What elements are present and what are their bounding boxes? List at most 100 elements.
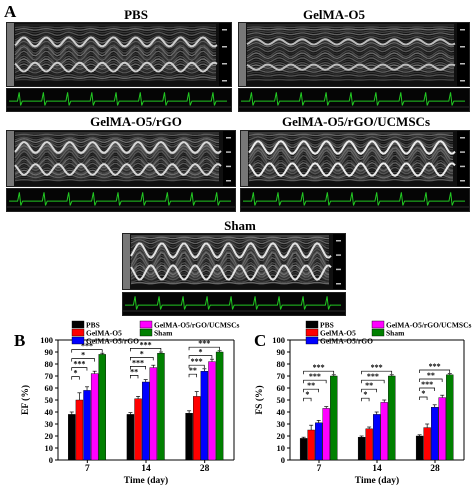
- mmode-band: [246, 30, 455, 34]
- bar-gelma-o5: [423, 427, 431, 461]
- y-tick-label: 80: [45, 359, 54, 369]
- mmode-band: [248, 178, 453, 182]
- mmode-band: [246, 64, 455, 70]
- y-tick-label: 100: [272, 335, 285, 345]
- mmode-wall-line: [14, 61, 218, 73]
- bar-pbs: [415, 435, 424, 461]
- y-tick-label: 70: [45, 371, 54, 381]
- bar-sham: [98, 354, 106, 461]
- mmode-band: [14, 152, 220, 166]
- bar-sham: [330, 375, 338, 461]
- y-tick-label: 10: [277, 443, 286, 453]
- x-axis-label: Time (day): [124, 475, 168, 486]
- mmode-band: [14, 65, 217, 72]
- y-axis-label: FS (%): [254, 385, 265, 414]
- mmode-band: [14, 78, 217, 81]
- significance-label: *: [140, 349, 144, 358]
- bar-gelma-o5-rgo-ucmscs: [208, 361, 216, 461]
- mmode-gain-bar: [7, 23, 14, 86]
- mmode-band: [246, 32, 455, 36]
- bar-gelma-o5-rgo-ucmscs: [322, 408, 330, 461]
- ecg-texture: [7, 192, 235, 208]
- bar-gelma-o5: [365, 428, 373, 461]
- y-axis-label: EF (%): [20, 385, 31, 415]
- significance-label: **: [427, 371, 435, 380]
- y-tick-label: 30: [45, 419, 54, 429]
- mmode-band: [14, 157, 220, 169]
- mmode-band: [248, 146, 454, 161]
- significance-bracket: [188, 346, 220, 351]
- ecg-line: [125, 296, 341, 310]
- significance-label: ***: [198, 339, 210, 348]
- bar-sham: [446, 374, 454, 461]
- mmode-band: [246, 36, 455, 41]
- mmode-scale-tick: [336, 240, 341, 242]
- significance-label: ***: [132, 358, 144, 367]
- mmode-band: [246, 43, 455, 50]
- mmode-band: [14, 29, 217, 34]
- significance-bracket: [361, 370, 393, 375]
- bar-pbs: [68, 414, 76, 461]
- significance-label: *: [363, 390, 367, 399]
- echo-title-sham: Sham: [224, 218, 256, 233]
- mmode-band: [14, 169, 220, 176]
- mmode-scale-column: [219, 23, 231, 86]
- significance-label: ***: [309, 372, 321, 381]
- legend-label: PBS: [320, 321, 334, 330]
- legend-swatch: [305, 320, 319, 329]
- bar-sham: [215, 351, 224, 461]
- mmode-band: [14, 143, 220, 153]
- mmode-band: [248, 134, 454, 139]
- mmode-band: [14, 52, 217, 63]
- bar-sham: [157, 353, 165, 461]
- mmode-band: [248, 144, 454, 156]
- mmode-gain-bar: [239, 23, 246, 86]
- mmode-scale-column: [457, 131, 469, 186]
- panel-label-b: B: [14, 331, 26, 350]
- mmode-band: [130, 266, 330, 277]
- mmode-band: [248, 176, 454, 181]
- mmode-band: [130, 239, 330, 245]
- mmode-band: [248, 137, 454, 144]
- significance-label: ***: [429, 362, 441, 371]
- mmode-scale-tick: [226, 165, 231, 168]
- mmode-band: [248, 148, 454, 163]
- significance-label: ***: [140, 340, 152, 349]
- bar-gelma-o5-rgo: [373, 414, 381, 461]
- y-tick-label: 40: [277, 407, 286, 417]
- mmode-wall-line: [14, 141, 222, 154]
- mmode-band: [248, 154, 454, 169]
- bar-gelma-o5: [193, 396, 201, 461]
- mmode-band: [14, 133, 219, 137]
- mmode-scale-tick: [336, 268, 341, 271]
- bar-gelma-o5-rgo: [141, 381, 150, 461]
- mmode-band: [246, 39, 455, 46]
- mmode-band: [130, 254, 330, 271]
- ecg-texture: [7, 92, 231, 108]
- mmode-scale-tick: [226, 137, 231, 139]
- mmode-wall-line: [248, 140, 456, 155]
- mmode-band: [130, 249, 330, 265]
- mmode-band: [248, 166, 454, 175]
- mmode-scale-tick: [460, 137, 465, 139]
- mmode-band: [130, 271, 330, 280]
- mmode-band: [14, 40, 217, 49]
- mmode-band: [130, 240, 330, 247]
- mmode-scale-tick: [460, 151, 465, 153]
- significance-label: *: [81, 351, 85, 360]
- mmode-texture: [7, 23, 231, 86]
- mmode-band: [130, 251, 330, 270]
- mmode-band: [130, 281, 330, 285]
- mmode-band: [130, 247, 330, 262]
- mmode-scale-tick: [460, 80, 465, 82]
- y-tick-label: 20: [45, 431, 54, 441]
- significance-bracket: [188, 364, 205, 369]
- mmode-wall-line: [14, 163, 222, 176]
- mmode-band: [248, 143, 454, 154]
- significance-bracket: [419, 369, 451, 373]
- mmode-scale-tick: [336, 254, 341, 256]
- panel-label-c: C: [254, 331, 267, 350]
- mmode-band: [14, 137, 220, 144]
- significance-bracket: [419, 387, 435, 391]
- mmode-band: [14, 31, 217, 37]
